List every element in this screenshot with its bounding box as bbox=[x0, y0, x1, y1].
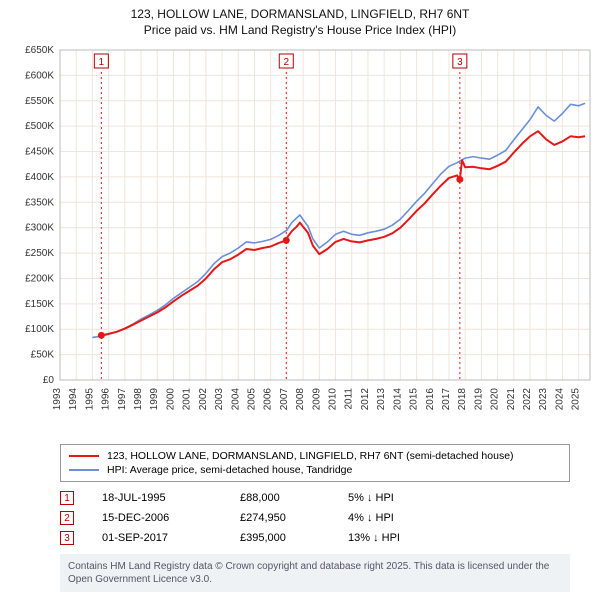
transaction-row: 1 18-JUL-1995 £88,000 5% ↓ HPI bbox=[60, 488, 570, 508]
transaction-marker: 1 bbox=[60, 491, 74, 505]
transaction-date: 18-JUL-1995 bbox=[102, 492, 212, 504]
svg-text:£200K: £200K bbox=[25, 274, 54, 285]
svg-text:2007: 2007 bbox=[279, 388, 290, 411]
svg-text:£250K: £250K bbox=[25, 248, 54, 259]
svg-text:2013: 2013 bbox=[376, 388, 387, 411]
svg-text:2018: 2018 bbox=[457, 388, 468, 411]
svg-text:2010: 2010 bbox=[328, 388, 339, 411]
svg-text:2016: 2016 bbox=[425, 388, 436, 411]
svg-text:£650K: £650K bbox=[25, 45, 54, 56]
svg-text:2001: 2001 bbox=[182, 388, 193, 411]
svg-text:2019: 2019 bbox=[473, 388, 484, 411]
transaction-price: £88,000 bbox=[240, 492, 320, 504]
legend-label: 123, HOLLOW LANE, DORMANSLAND, LINGFIELD… bbox=[107, 450, 514, 462]
svg-text:2008: 2008 bbox=[295, 388, 306, 411]
svg-text:1993: 1993 bbox=[52, 388, 63, 411]
svg-text:£50K: £50K bbox=[31, 350, 55, 361]
transaction-price: £274,950 bbox=[240, 512, 320, 524]
svg-text:£600K: £600K bbox=[25, 71, 54, 82]
svg-text:2021: 2021 bbox=[506, 388, 517, 411]
title-address: 123, HOLLOW LANE, DORMANSLAND, LINGFIELD… bbox=[10, 6, 590, 22]
svg-text:2000: 2000 bbox=[165, 388, 176, 411]
transaction-marker: 2 bbox=[60, 511, 74, 525]
svg-text:2020: 2020 bbox=[490, 388, 501, 411]
legend-label: HPI: Average price, semi-detached house,… bbox=[107, 464, 352, 476]
svg-text:2: 2 bbox=[283, 57, 289, 68]
transaction-row: 3 01-SEP-2017 £395,000 13% ↓ HPI bbox=[60, 528, 570, 548]
svg-text:2023: 2023 bbox=[538, 388, 549, 411]
transaction-pct: 4% ↓ HPI bbox=[348, 512, 394, 524]
svg-text:£300K: £300K bbox=[25, 223, 54, 234]
svg-text:1999: 1999 bbox=[149, 388, 160, 411]
svg-text:£400K: £400K bbox=[25, 172, 54, 183]
svg-text:2006: 2006 bbox=[263, 388, 274, 411]
svg-text:£350K: £350K bbox=[25, 198, 54, 209]
svg-text:1996: 1996 bbox=[101, 388, 112, 411]
price-chart: £0 £50K £100K £150K £200K £250K £300K £350K £400… bbox=[0, 40, 600, 440]
svg-text:1997: 1997 bbox=[117, 388, 128, 411]
legend-swatch bbox=[69, 469, 99, 471]
transaction-date: 01-SEP-2017 bbox=[102, 532, 212, 544]
svg-text:£100K: £100K bbox=[25, 325, 54, 336]
attribution-footer: Contains HM Land Registry data © Crown c… bbox=[60, 554, 570, 592]
svg-text:£150K: £150K bbox=[25, 299, 54, 310]
svg-text:2009: 2009 bbox=[311, 388, 322, 411]
transaction-marker: 3 bbox=[60, 531, 74, 545]
transaction-pct: 5% ↓ HPI bbox=[348, 492, 394, 504]
transactions-table: 1 18-JUL-1995 £88,000 5% ↓ HPI 2 15-DEC-… bbox=[60, 488, 570, 548]
svg-text:£450K: £450K bbox=[25, 147, 54, 158]
svg-text:1995: 1995 bbox=[84, 388, 95, 411]
svg-text:2004: 2004 bbox=[230, 388, 241, 411]
legend-item: HPI: Average price, semi-detached house,… bbox=[69, 463, 561, 477]
svg-text:2011: 2011 bbox=[344, 388, 355, 410]
legend: 123, HOLLOW LANE, DORMANSLAND, LINGFIELD… bbox=[60, 444, 570, 482]
svg-text:2002: 2002 bbox=[198, 388, 209, 411]
svg-text:2005: 2005 bbox=[246, 388, 257, 411]
svg-text:2022: 2022 bbox=[522, 388, 533, 411]
svg-text:2024: 2024 bbox=[554, 388, 565, 411]
svg-text:£550K: £550K bbox=[25, 96, 54, 107]
svg-text:2012: 2012 bbox=[360, 388, 371, 411]
title-sub: Price paid vs. HM Land Registry's House … bbox=[10, 22, 590, 38]
svg-text:£500K: £500K bbox=[25, 122, 54, 133]
transaction-date: 15-DEC-2006 bbox=[102, 512, 212, 524]
svg-text:1994: 1994 bbox=[68, 388, 79, 411]
transaction-price: £395,000 bbox=[240, 532, 320, 544]
transaction-row: 2 15-DEC-2006 £274,950 4% ↓ HPI bbox=[60, 508, 570, 528]
svg-text:2003: 2003 bbox=[214, 388, 225, 411]
svg-text:1998: 1998 bbox=[133, 388, 144, 411]
svg-text:3: 3 bbox=[457, 57, 463, 68]
svg-text:£0: £0 bbox=[43, 375, 55, 386]
legend-item: 123, HOLLOW LANE, DORMANSLAND, LINGFIELD… bbox=[69, 449, 561, 463]
svg-text:2025: 2025 bbox=[571, 388, 582, 411]
legend-swatch bbox=[69, 455, 99, 457]
svg-text:2017: 2017 bbox=[441, 388, 452, 411]
svg-text:1: 1 bbox=[99, 57, 105, 68]
svg-text:2014: 2014 bbox=[392, 388, 403, 411]
transaction-pct: 13% ↓ HPI bbox=[348, 532, 400, 544]
svg-text:2015: 2015 bbox=[409, 388, 420, 411]
